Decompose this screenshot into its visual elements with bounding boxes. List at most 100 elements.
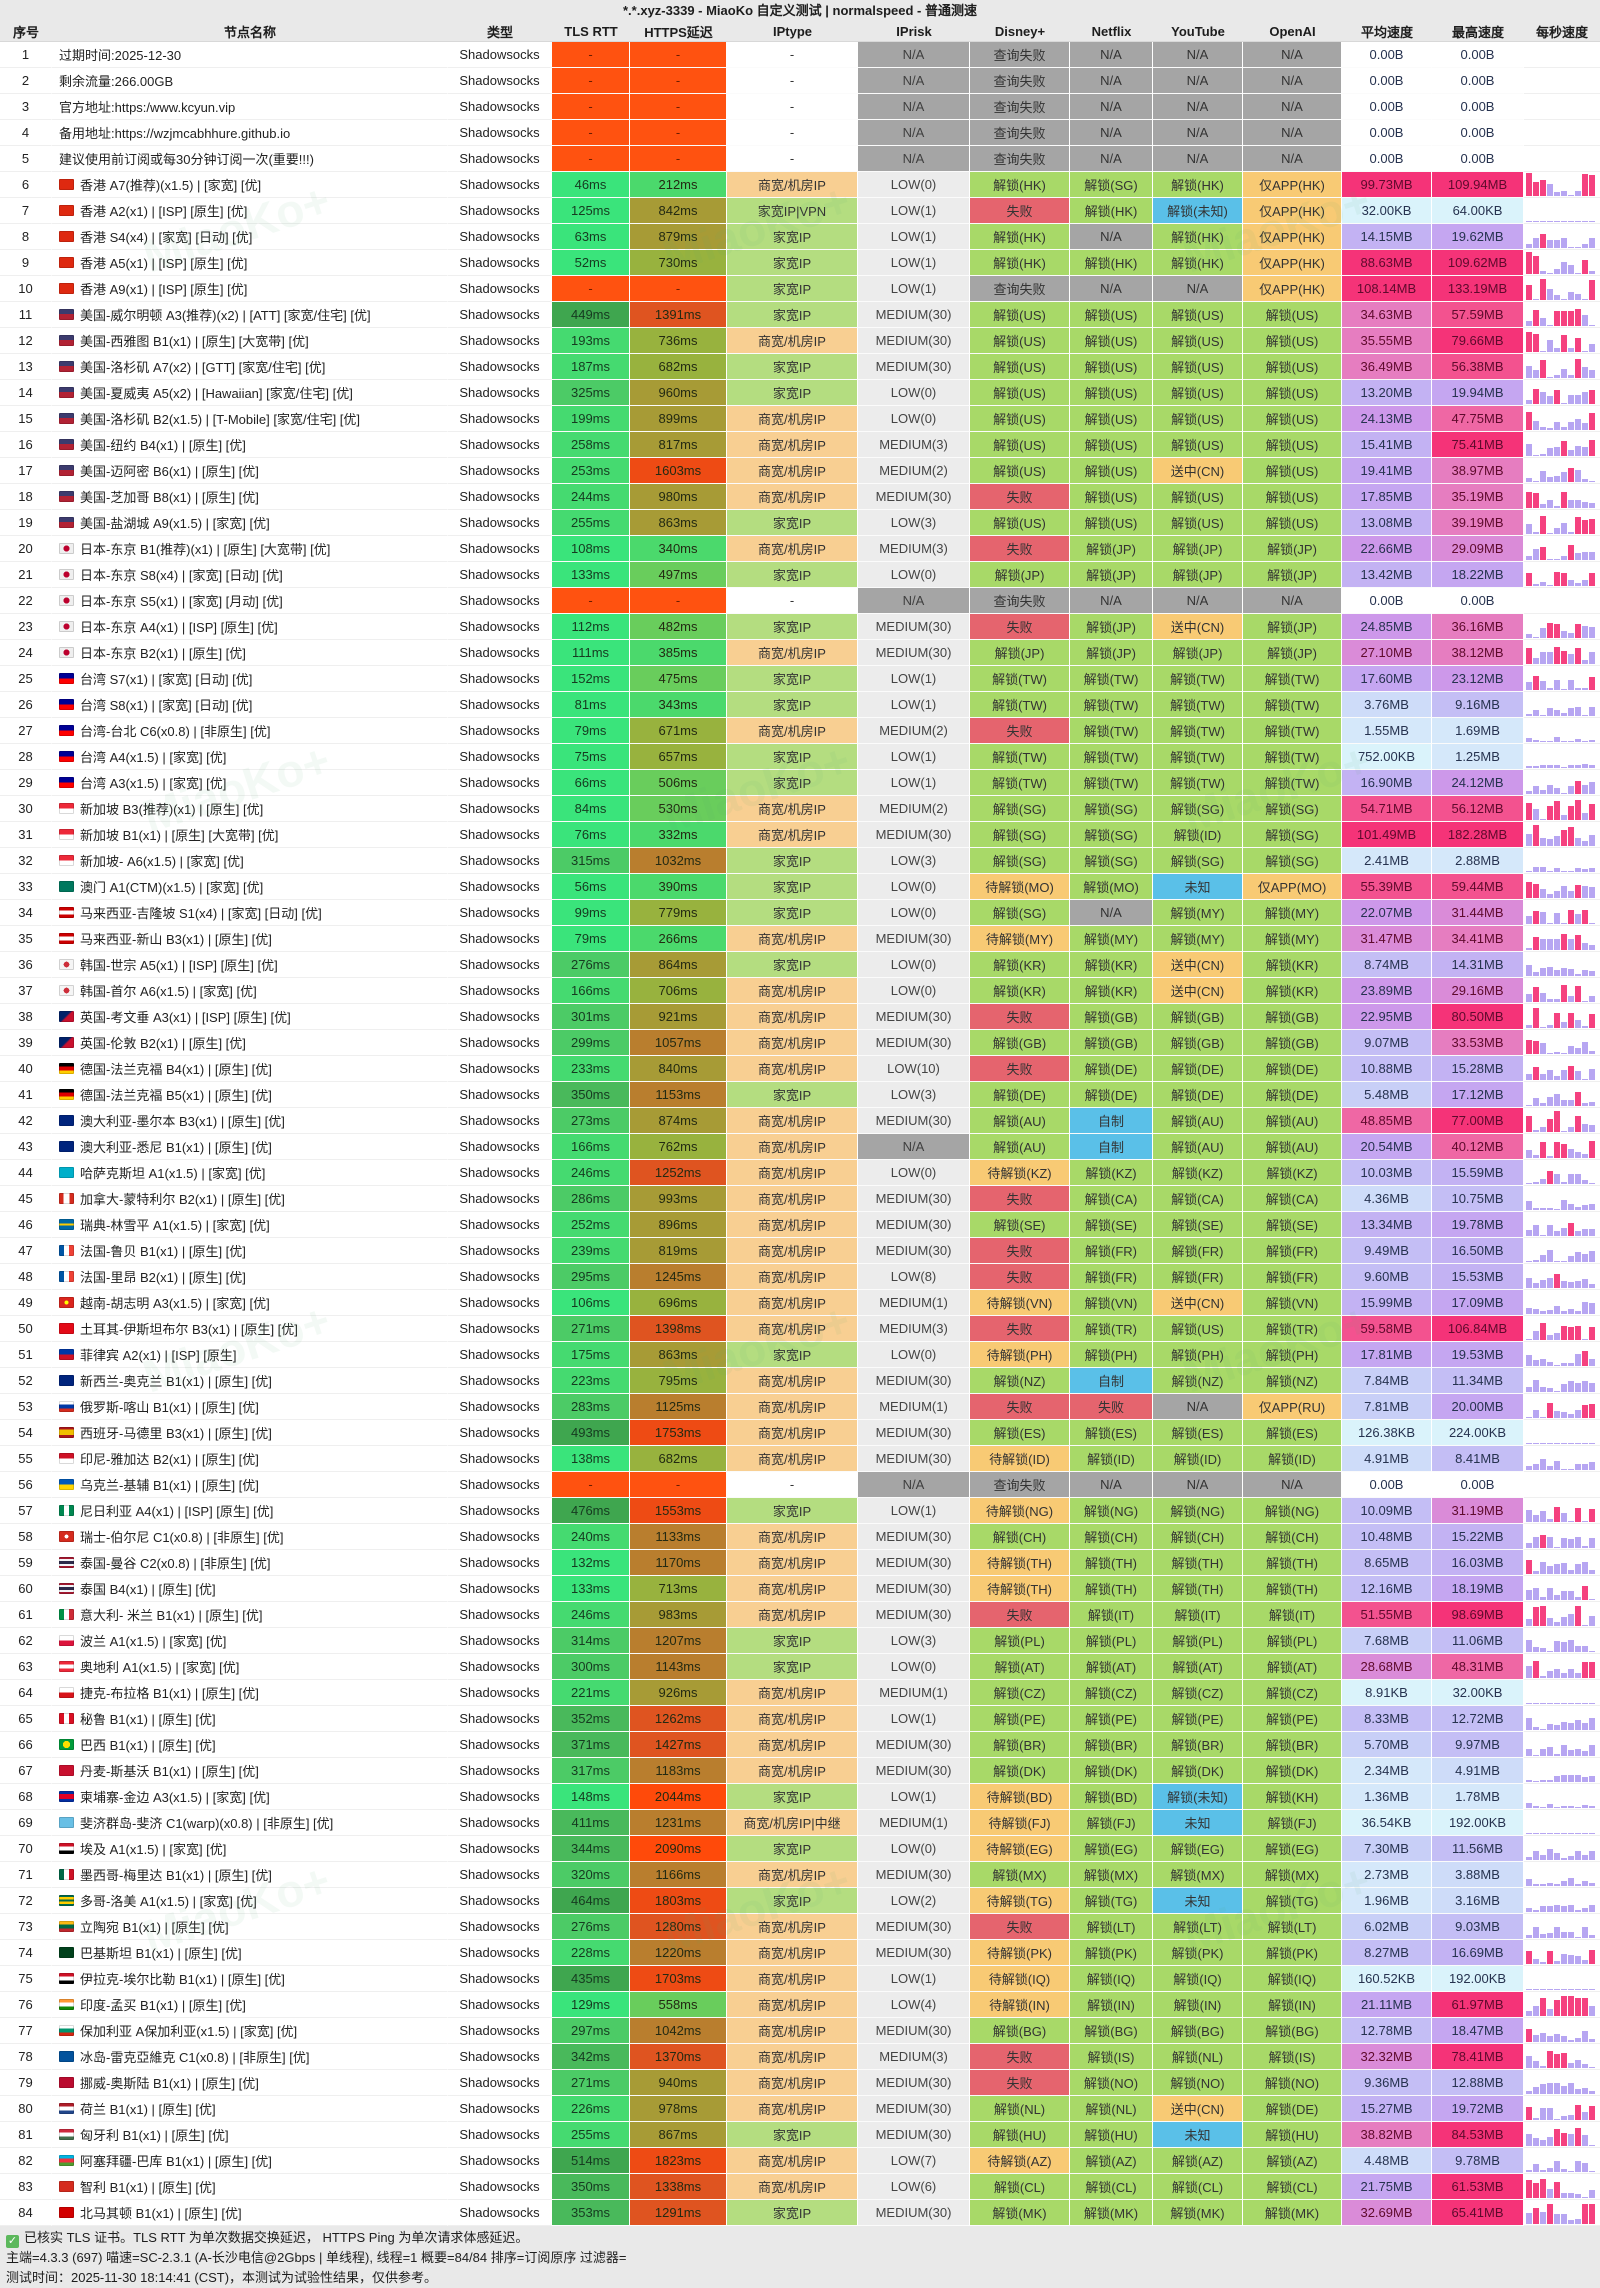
- cell-max-speed: 84.53MB: [1432, 2122, 1524, 2148]
- cell-youtube: 解锁(TW): [1153, 718, 1243, 744]
- cell-avg-speed: 10.09MB: [1342, 1498, 1432, 1524]
- cell-openai: 解锁(SG): [1243, 796, 1342, 822]
- cell-https-latency: 730ms: [630, 250, 727, 276]
- cell-type: Shadowsocks: [448, 822, 552, 848]
- table-row: 82 阿塞拜疆-巴库 B1(x1) | [原生] [优] Shadowsocks 51…: [0, 2148, 1600, 2174]
- cell-avg-speed: 8.91KB: [1342, 1680, 1432, 1706]
- cell-type: Shadowsocks: [448, 1030, 552, 1056]
- cell-max-speed: 15.53MB: [1432, 1264, 1524, 1290]
- flag-icon: [59, 439, 74, 450]
- node-name-text: 荷兰 B1(x1) | [原生] [优]: [80, 2102, 216, 2117]
- cell-max-speed: 47.75MB: [1432, 406, 1524, 432]
- cell-max-speed: 61.53MB: [1432, 2174, 1524, 2200]
- cell-node-name: 香港 A2(x1) | [ISP] [原生] [优]: [52, 198, 448, 224]
- cell-type: Shadowsocks: [448, 2018, 552, 2044]
- cell-index: 18: [0, 484, 52, 510]
- table-row: 40 德国-法兰克福 B4(x1) | [原生] [优] Shadowsocks 23…: [0, 1056, 1600, 1082]
- cell-avg-speed: 36.54KB: [1342, 1810, 1432, 1836]
- cell-netflix: 解锁(IQ): [1070, 1966, 1153, 1992]
- cell-tls-rtt: -: [552, 120, 630, 146]
- cell-max-speed: 20.00MB: [1432, 1394, 1524, 1420]
- cell-type: Shadowsocks: [448, 1368, 552, 1394]
- sparkline: [1524, 1212, 1600, 1238]
- cell-avg-speed: 8.33MB: [1342, 1706, 1432, 1732]
- cell-avg-speed: 17.81MB: [1342, 1342, 1432, 1368]
- cell-disney: 解锁(US): [970, 380, 1070, 406]
- cell-tls-rtt: 246ms: [552, 1602, 630, 1628]
- cell-youtube: 解锁(SG): [1153, 796, 1243, 822]
- cell-https-latency: 1280ms: [630, 1914, 727, 1940]
- cell-iprisk: LOW(3): [858, 1082, 970, 1108]
- cell-netflix: N/A: [1070, 224, 1153, 250]
- cell-iprisk: MEDIUM(30): [858, 1186, 970, 1212]
- cell-netflix: 解锁(DK): [1070, 1758, 1153, 1784]
- cell-max-speed: 109.94MB: [1432, 172, 1524, 198]
- flag-icon: [59, 1609, 74, 1620]
- cell-avg-speed: 15.99MB: [1342, 1290, 1432, 1316]
- cell-disney: 解锁(US): [970, 510, 1070, 536]
- cell-index: 56: [0, 1472, 52, 1498]
- table-row: 11 美国-威尔明顿 A3(推荐)(x2) | [ATT] [家宽/住宅] [优]…: [0, 302, 1600, 328]
- cell-youtube: 送中(CN): [1153, 614, 1243, 640]
- cell-max-speed: 38.97MB: [1432, 458, 1524, 484]
- cell-openai: 解锁(NG): [1243, 1498, 1342, 1524]
- cell-type: Shadowsocks: [448, 224, 552, 250]
- cell-avg-speed: 1.36MB: [1342, 1784, 1432, 1810]
- cell-https-latency: 385ms: [630, 640, 727, 666]
- cell-max-speed: 224.00KB: [1432, 1420, 1524, 1446]
- flag-icon: [59, 2129, 74, 2140]
- cell-iptype: 商宽/机房IP: [727, 1914, 858, 1940]
- table-row: 76 印度-孟买 B1(x1) | [原生] [优] Shadowsocks 129m…: [0, 1992, 1600, 2018]
- cell-netflix: 解锁(GB): [1070, 1004, 1153, 1030]
- cell-iptype: 商宽/机房IP: [727, 1420, 858, 1446]
- cell-https-latency: 1042ms: [630, 2018, 727, 2044]
- sparkline: [1524, 1472, 1600, 1498]
- cell-youtube: 解锁(MK): [1153, 2200, 1243, 2226]
- cell-type: Shadowsocks: [448, 1680, 552, 1706]
- table-row: 54 西班牙-马德里 B3(x1) | [原生] [优] Shadowsocks 49…: [0, 1420, 1600, 1446]
- cell-https-latency: 706ms: [630, 978, 727, 1004]
- cell-type: Shadowsocks: [448, 510, 552, 536]
- table-row: 73 立陶宛 B1(x1) | [原生] [优] Shadowsocks 276ms 1…: [0, 1914, 1600, 1940]
- cell-avg-speed: 4.36MB: [1342, 1186, 1432, 1212]
- table-row: 15 美国-洛杉矶 B2(x1.5) | [T-Mobile] [家宽/住宅] […: [0, 406, 1600, 432]
- cell-iprisk: LOW(1): [858, 1784, 970, 1810]
- cell-disney: 待解锁(EG): [970, 1836, 1070, 1862]
- cell-https-latency: 983ms: [630, 1602, 727, 1628]
- cell-max-speed: 11.34MB: [1432, 1368, 1524, 1394]
- cell-max-speed: 48.31MB: [1432, 1654, 1524, 1680]
- flag-icon: [59, 1297, 74, 1308]
- flag-icon: [59, 1843, 74, 1854]
- cell-index: 77: [0, 2018, 52, 2044]
- cell-openai: 解锁(FJ): [1243, 1810, 1342, 1836]
- cell-tls-rtt: 273ms: [552, 1108, 630, 1134]
- cell-max-speed: 16.50MB: [1432, 1238, 1524, 1264]
- cell-max-speed: 9.03MB: [1432, 1914, 1524, 1940]
- cell-max-speed: 19.72MB: [1432, 2096, 1524, 2122]
- sparkline: [1524, 1888, 1600, 1914]
- cell-iptype: 家宽IP: [727, 2200, 858, 2226]
- cell-netflix: 解锁(AZ): [1070, 2148, 1153, 2174]
- cell-index: 48: [0, 1264, 52, 1290]
- cell-disney: 查询失败: [970, 42, 1070, 68]
- cell-openai: 仅APP(MO): [1243, 874, 1342, 900]
- cell-youtube: N/A: [1153, 588, 1243, 614]
- cell-tls-rtt: 221ms: [552, 1680, 630, 1706]
- cell-iprisk: LOW(1): [858, 198, 970, 224]
- cell-iprisk: LOW(0): [858, 172, 970, 198]
- flag-icon: [59, 2207, 74, 2218]
- cell-node-name: 备用地址:https://wzjmcabhhure.github.io: [52, 120, 448, 146]
- cell-node-name: 匈牙利 B1(x1) | [原生] [优]: [52, 2122, 448, 2148]
- sparkline: [1524, 1810, 1600, 1836]
- cell-node-name: 智利 B1(x1) | [原生] [优]: [52, 2174, 448, 2200]
- cell-max-speed: 16.03MB: [1432, 1550, 1524, 1576]
- cell-node-name: 俄罗斯-喀山 B1(x1) | [原生] [优]: [52, 1394, 448, 1420]
- flag-icon: [59, 2025, 74, 2036]
- cell-avg-speed: 31.47MB: [1342, 926, 1432, 952]
- col-iptype: IPtype: [772, 23, 812, 39]
- cell-disney: 失败: [970, 198, 1070, 224]
- cell-iprisk: LOW(0): [858, 952, 970, 978]
- cell-youtube: 解锁(MX): [1153, 1862, 1243, 1888]
- cell-https-latency: 212ms: [630, 172, 727, 198]
- cell-openai: 解锁(DK): [1243, 1758, 1342, 1784]
